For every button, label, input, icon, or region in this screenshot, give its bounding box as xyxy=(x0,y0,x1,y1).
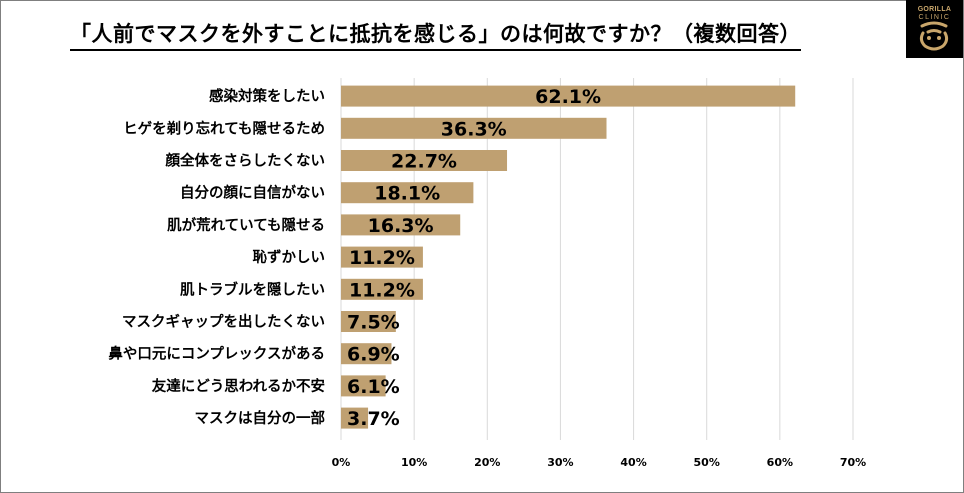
logo-text-line2: CLINIC xyxy=(918,14,951,21)
category-label: 自分の顔に自信がない xyxy=(180,184,325,202)
x-tick-label: 30% xyxy=(547,456,573,469)
value-label: 36.3% xyxy=(441,118,507,140)
bars xyxy=(341,85,796,429)
bar xyxy=(341,182,474,204)
category-label: マスクは自分の一部 xyxy=(195,409,326,427)
bar xyxy=(341,214,461,236)
value-label: 62.1% xyxy=(535,86,601,108)
value-label: 18.1% xyxy=(374,183,440,205)
x-tick-label: 70% xyxy=(840,456,866,469)
category-label: 感染対策をしたい xyxy=(209,87,325,105)
value-label: 3.7% xyxy=(347,408,400,430)
value-label: 22.7% xyxy=(391,151,457,173)
gorilla-emblem-icon xyxy=(919,21,949,51)
logo-text-line1: GORILLA xyxy=(917,6,952,13)
bar xyxy=(341,278,423,300)
x-axis-ticks: 0% 10% 20% 30% 40% 50% 60% 70% xyxy=(332,456,867,469)
category-label: 顔全体をさらしたくない xyxy=(165,152,326,170)
category-labels: 感染対策をしたいヒゲを剃り忘れても隠せるため顔全体をさらしたくない自分の顔に自信… xyxy=(108,87,325,427)
value-label: 16.3% xyxy=(368,215,434,237)
value-label: 7.5% xyxy=(347,312,400,334)
value-label: 11.2% xyxy=(349,247,415,269)
value-label: 11.2% xyxy=(349,279,415,301)
logo: GORILLA CLINIC xyxy=(906,0,963,58)
category-label: 鼻や口元にコンプレックスがある xyxy=(108,345,325,363)
value-label: 6.1% xyxy=(347,376,400,398)
x-tick-label: 50% xyxy=(694,456,720,469)
value-label: 6.9% xyxy=(347,344,400,366)
bar xyxy=(341,375,386,397)
x-tick-label: 40% xyxy=(620,456,646,469)
x-tick-label: 20% xyxy=(474,456,500,469)
x-tick-label: 10% xyxy=(401,456,427,469)
category-label: 肌トラブルを隠したい xyxy=(180,280,325,298)
value-labels: 62.1% 36.3% 22.7% 18.1% 16.3% 11.2% 11.2% 7.5% 6… xyxy=(347,86,601,430)
chart-title: 「人前でマスクを外すことに抵抗を感じる」のは何故ですか？（複数回答） xyxy=(70,18,801,51)
bar xyxy=(341,311,396,332)
bar xyxy=(341,85,796,107)
x-tick-label: 0% xyxy=(332,456,351,469)
bar xyxy=(341,150,508,171)
category-label: 友達にどう思われるか不安 xyxy=(152,377,325,395)
x-tick-label: 60% xyxy=(767,456,793,469)
category-label: 肌が荒れていても隠せる xyxy=(167,216,325,234)
category-label: マスクギャップを出したくない xyxy=(122,313,325,331)
bar xyxy=(341,343,392,365)
category-label: ヒゲを剃り忘れても隠せるため xyxy=(123,119,325,137)
bar xyxy=(341,246,423,268)
bar xyxy=(341,407,369,429)
category-label: 恥ずかしい xyxy=(253,248,326,266)
bar xyxy=(341,117,607,139)
